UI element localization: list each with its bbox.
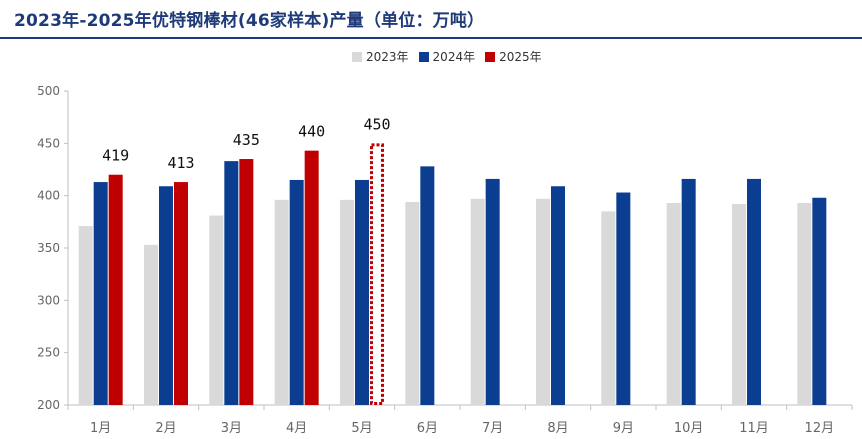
- x-tick-label: 8月: [547, 421, 568, 436]
- bar-2024年-12月: [812, 197, 827, 405]
- y-tick-label: 300: [37, 293, 60, 307]
- legend-item-2024: 2024年: [418, 48, 476, 65]
- data-label-4月: 440: [298, 123, 325, 141]
- bar-2023年-12月: [797, 202, 812, 405]
- x-tick-label: 1月: [90, 421, 111, 436]
- chart-title: 2023年-2025年优特钢棒材(46家样本)产量（单位：万吨）: [14, 11, 485, 31]
- bar-2025年-3月: [239, 159, 254, 405]
- bar-2023年-3月: [209, 215, 224, 405]
- y-tick-label: 200: [37, 398, 60, 412]
- x-tick-label: 7月: [482, 421, 503, 436]
- bar-2024年-7月: [485, 178, 500, 405]
- bar-2024年-1月: [93, 182, 108, 405]
- x-tick-label: 11月: [739, 421, 769, 436]
- y-tick-label: 500: [37, 84, 60, 98]
- legend-swatch-2023: [352, 51, 362, 62]
- legend-label-2023: 2023年: [366, 50, 409, 64]
- legend-item-2023: 2023年: [352, 48, 409, 65]
- legend-label-2024: 2024年: [432, 50, 476, 64]
- bar-2023年-4月: [274, 199, 289, 405]
- y-tick-label: 350: [37, 241, 60, 255]
- bar-2023年-9月: [601, 211, 616, 405]
- bar-2025年-4月: [304, 150, 319, 405]
- bar-2023年-8月: [536, 198, 550, 405]
- x-tick-label: 5月: [351, 421, 372, 436]
- bar-2024年-5月: [355, 179, 369, 405]
- title-rule: [0, 37, 862, 39]
- bar-2023年-11月: [732, 204, 746, 405]
- x-tick-label: 4月: [286, 421, 307, 436]
- data-label-5月: 450: [363, 115, 390, 133]
- bar-2023年-6月: [405, 201, 420, 405]
- forecast-bar-5月: [370, 143, 384, 405]
- bar-2023年-1月: [78, 226, 93, 405]
- bar-2024年-11月: [747, 178, 761, 405]
- bar-2024年-3月: [224, 161, 239, 405]
- y-tick-label: 450: [37, 136, 60, 150]
- legend: 2023年 2024年 2025年: [352, 48, 552, 65]
- x-tick-label: 12月: [805, 421, 835, 436]
- bar-2024年-10月: [681, 178, 696, 405]
- bar-2024年-2月: [159, 186, 173, 405]
- bar-2025年-1月: [108, 174, 123, 405]
- x-tick-label: 2月: [155, 421, 176, 436]
- bar-2023年-7月: [470, 198, 485, 405]
- legend-item-2025: 2025年: [485, 48, 542, 65]
- bar-2024年-4月: [289, 179, 304, 405]
- y-tick-label: 250: [37, 346, 60, 360]
- bar-2023年-10月: [666, 202, 681, 405]
- legend-swatch-2024: [418, 51, 429, 62]
- bar-2024年-6月: [420, 166, 435, 405]
- bar-2024年-9月: [616, 192, 631, 405]
- data-label-1月: 419: [102, 147, 129, 165]
- y-tick-label: 400: [37, 189, 60, 203]
- data-label-2月: 413: [167, 154, 194, 172]
- x-tick-label: 9月: [613, 421, 634, 436]
- x-tick-label: 10月: [674, 421, 704, 436]
- x-tick-label: 6月: [417, 421, 438, 436]
- bar-2025年-2月: [174, 182, 188, 405]
- x-tick-label: 3月: [221, 421, 242, 436]
- legend-label-2025: 2025年: [499, 50, 542, 64]
- legend-swatch-2025: [485, 51, 496, 62]
- bar-2024年-8月: [551, 186, 565, 405]
- bar-2023年-2月: [144, 244, 158, 405]
- bar-2023年-5月: [340, 199, 354, 405]
- data-label-3月: 435: [233, 131, 260, 149]
